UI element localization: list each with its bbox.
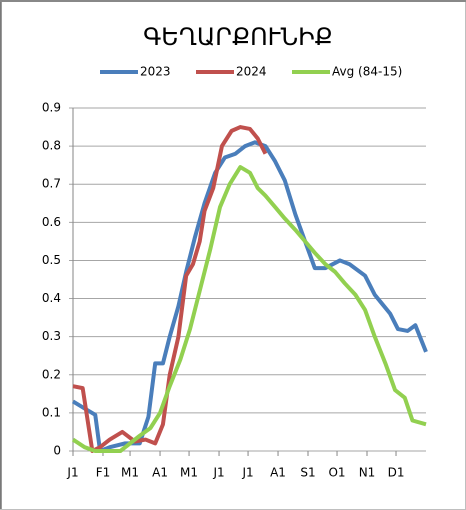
y-tick-label: 0.7 (42, 177, 61, 191)
legend-label: 2023 (140, 65, 171, 79)
x-tick-label: A1 (270, 466, 286, 480)
y-tick-label: 0.3 (42, 329, 61, 343)
x-tick-label: M1 (180, 466, 198, 480)
series-line (71, 140, 428, 453)
x-tick-label: J1 (212, 466, 224, 480)
y-tick-label: 0 (53, 444, 61, 458)
y-tick-label: 0.6 (42, 215, 61, 229)
x-tick-label: D1 (388, 466, 405, 480)
x-tick-label: F1 (96, 466, 111, 480)
x-tick-label: J1 (66, 466, 78, 480)
legend-label: Avg (84-15) (332, 65, 402, 79)
series-line (72, 125, 268, 453)
x-tick-label: N1 (359, 466, 376, 480)
x-tick-label: A1 (152, 466, 168, 480)
legend-label: 2024 (236, 65, 267, 79)
x-tick-label: O1 (328, 466, 345, 480)
y-tick-label: 0.2 (42, 367, 61, 381)
y-tick-label: 0.1 (42, 405, 61, 419)
x-tick-label: M1 (121, 466, 139, 480)
y-tick-label: 0.4 (42, 291, 61, 305)
series-line (71, 165, 427, 453)
y-tick-label: 0.8 (42, 139, 61, 153)
x-tick-label: J1 (241, 466, 253, 480)
y-tick-label: 0.9 (42, 101, 61, 115)
chart-title: ԳԵՂԱՐՔՈՒՆԻՔ (143, 23, 333, 51)
y-tick-label: 0.5 (42, 253, 61, 267)
x-tick-label: S1 (300, 466, 315, 480)
